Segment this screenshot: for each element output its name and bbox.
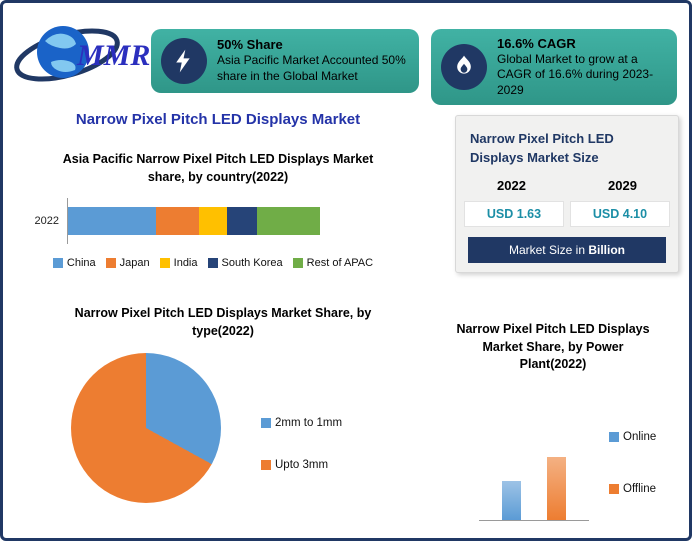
logo-text: MMR <box>76 39 150 72</box>
legend-label-japan: Japan <box>119 257 150 269</box>
legend-swatch-rest-of-apac <box>292 258 303 268</box>
market-size-footer-unit: Billion <box>588 242 626 257</box>
legend-item-2mm-to-1mm: 2mm to 1mm <box>261 417 342 429</box>
bar-segment-china <box>68 207 157 235</box>
power-plant-chart: Narrow Pixel Pitch LED Displays Market S… <box>427 321 679 531</box>
country-bar-row: 2022 <box>29 198 399 244</box>
bar-segment-rest-of-apac <box>256 207 320 235</box>
market-size-panel: Narrow Pixel Pitch LED Displays Market S… <box>455 115 679 273</box>
legend-item-india: India <box>159 257 198 269</box>
legend-swatch-japan <box>105 258 116 268</box>
bar-segment-south-korea <box>226 207 257 235</box>
legend-label-online: Online <box>623 431 657 443</box>
cagr-highlight-card: 16.6% CAGR Global Market to grow at a CA… <box>431 29 677 105</box>
legend-swatch-south-korea <box>207 258 218 268</box>
market-size-value-2022: USD 1.63 <box>464 200 564 227</box>
page-title: Narrow Pixel Pitch LED Displays Market <box>75 111 361 128</box>
country-share-chart: Asia Pacific Narrow Pixel Pitch LED Disp… <box>23 151 413 286</box>
legend-swatch-2mm-to-1mm <box>261 418 271 428</box>
power-bars <box>479 433 589 521</box>
legend-label-offline: Offline <box>623 483 657 495</box>
legend-swatch-india <box>159 258 170 268</box>
market-size-value-2029: USD 4.10 <box>570 200 670 227</box>
type-chart-title: Narrow Pixel Pitch LED Displays Market S… <box>74 306 372 338</box>
market-size-values: USD 1.63 USD 4.10 <box>464 200 670 227</box>
country-stacked-bar <box>68 207 320 235</box>
market-size-year-2029: 2029 <box>608 177 637 193</box>
type-share-chart: Narrow Pixel Pitch LED Displays Market S… <box>23 305 423 530</box>
power-legend: Online Offline <box>609 431 656 495</box>
power-bar-offline <box>547 457 566 520</box>
lightning-bolt-icon <box>161 38 207 84</box>
legend-swatch-upto-3mm <box>261 460 271 470</box>
legend-item-offline: Offline <box>609 483 656 495</box>
share-card-title: 50% Share <box>217 37 283 53</box>
legend-label-south-korea: South Korea <box>221 257 283 269</box>
legend-item-japan: Japan <box>105 257 150 269</box>
market-size-footer-text: Market Size in <box>508 242 585 257</box>
power-bar-online <box>502 480 521 520</box>
country-axis-label: 2022 <box>34 215 59 227</box>
legend-swatch-online <box>609 432 619 442</box>
legend-item-rest-of-apac: Rest of APAC <box>292 257 374 269</box>
power-chart-title: Narrow Pixel Pitch LED Displays Market S… <box>456 322 650 371</box>
legend-swatch-china <box>52 258 63 268</box>
market-size-title: Narrow Pixel Pitch LED Displays Market S… <box>470 131 614 165</box>
legend-item-south-korea: South Korea <box>207 257 283 269</box>
market-size-year-2022: 2022 <box>497 177 526 193</box>
cagr-card-body: Global Market to grow at a CAGR of 16.6%… <box>497 51 654 97</box>
type-pie <box>71 353 221 503</box>
country-axis-line <box>67 198 68 244</box>
market-size-headers: 2022 2029 <box>456 178 678 193</box>
flame-icon <box>441 44 487 90</box>
legend-label-upto-3mm: Upto 3mm <box>275 459 329 471</box>
bar-segment-japan <box>156 207 200 235</box>
market-size-footer: Market Size in Billion <box>468 236 666 263</box>
legend-label-india: India <box>173 257 198 269</box>
legend-item-online: Online <box>609 431 656 443</box>
legend-label-2mm-to-1mm: 2mm to 1mm <box>275 417 343 429</box>
share-highlight-card: 50% Share Asia Pacific Market Accounted … <box>151 29 419 93</box>
mmr-logo: MMR <box>11 9 161 97</box>
country-legend: China Japan India South Korea Rest of APAC <box>23 257 403 269</box>
country-chart-title: Asia Pacific Narrow Pixel Pitch LED Disp… <box>62 152 374 184</box>
cagr-card-title: 16.6% CAGR <box>497 35 576 51</box>
legend-swatch-offline <box>609 484 619 494</box>
legend-label-china: China <box>66 257 96 269</box>
legend-item-upto-3mm: Upto 3mm <box>261 459 342 471</box>
legend-label-rest-of-apac: Rest of APAC <box>306 257 374 269</box>
type-legend: 2mm to 1mm Upto 3mm <box>261 417 342 471</box>
bar-segment-india <box>199 207 227 235</box>
legend-item-china: China <box>52 257 96 269</box>
share-card-body: Asia Pacific Market Accounted 50% share … <box>217 53 406 83</box>
